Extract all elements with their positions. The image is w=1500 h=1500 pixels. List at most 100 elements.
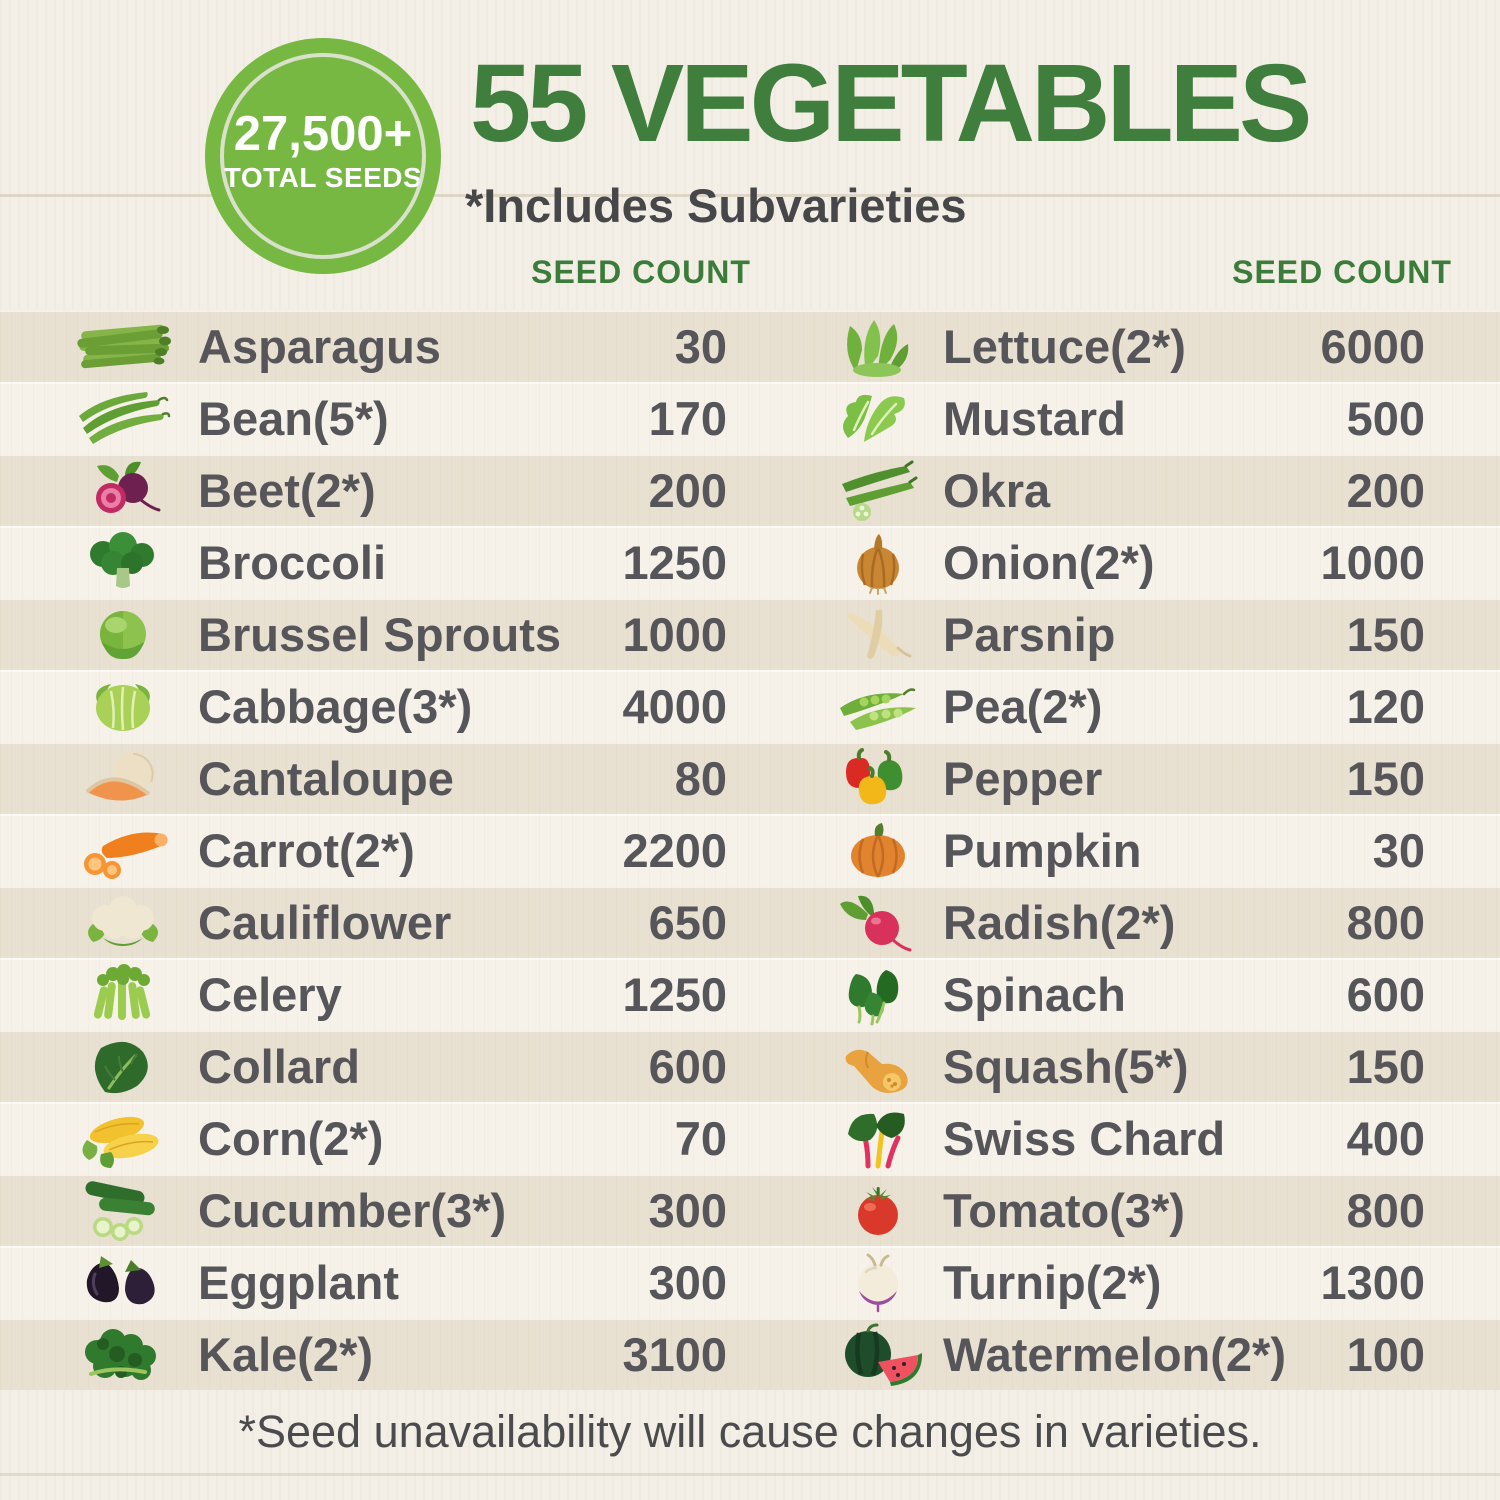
vegetable-count: 170	[648, 391, 727, 445]
vegetable-name: Pea(2*)	[943, 679, 1103, 733]
carrot-icon	[55, 814, 190, 886]
row-stripes-background	[0, 310, 1500, 1390]
vegetable-name: Squash(5*)	[943, 1039, 1189, 1093]
vegetable-count: 200	[648, 463, 727, 517]
table-row: Asparagus 30	[0, 310, 750, 382]
table-row: Broccoli 1250	[0, 526, 750, 598]
table-row: Watermelon(2*) 100	[750, 1318, 1500, 1390]
table-row: Lettuce(2*) 6000	[750, 310, 1500, 382]
vegetable-count: 600	[648, 1039, 727, 1093]
table-row: Bean(5*) 170	[0, 382, 750, 454]
vegetable-count: 300	[648, 1255, 727, 1309]
table-row: Mustard 500	[750, 382, 1500, 454]
vegetable-column-right: Lettuce(2*) 6000 Mustard 500 Okra 200 Onion(2*…	[750, 310, 1500, 1390]
table-row: Spinach 600	[750, 958, 1500, 1030]
table-row: Pumpkin 30	[750, 814, 1500, 886]
mustard-icon	[820, 382, 935, 454]
badge-total-seeds-caption: TOTAL SEEDS	[223, 162, 423, 194]
vegetable-count: 1000	[622, 607, 727, 661]
total-seeds-badge: 27,500+ TOTAL SEEDS	[205, 38, 441, 274]
kale-icon	[55, 1318, 190, 1390]
vegetable-count: 400	[1346, 1111, 1425, 1165]
broccoli-icon	[55, 526, 190, 598]
vegetable-name: Pepper	[943, 751, 1103, 805]
table-row: Cauliflower 650	[0, 886, 750, 958]
vegetable-name: Turnip(2*)	[943, 1255, 1162, 1309]
table-row: Pea(2*) 120	[750, 670, 1500, 742]
brussel-sprouts-icon	[55, 598, 190, 670]
vegetable-count: 600	[1346, 967, 1425, 1021]
table-row: Parsnip 150	[750, 598, 1500, 670]
parsnip-icon	[820, 598, 935, 670]
vegetable-name: Watermelon(2*)	[943, 1327, 1286, 1381]
vegetable-name: Corn(2*)	[198, 1111, 384, 1165]
vegetable-name: Mustard	[943, 391, 1126, 445]
page-title: 55 VEGETABLES	[470, 42, 1312, 165]
table-row: Tomato(3*) 800	[750, 1174, 1500, 1246]
vegetable-count: 30	[674, 319, 727, 373]
vegetable-name: Spinach	[943, 967, 1126, 1021]
vegetable-count: 70	[674, 1111, 727, 1165]
table-row: Pepper 150	[750, 742, 1500, 814]
table-row: Swiss Chard 400	[750, 1102, 1500, 1174]
table-row: Brussel Sprouts 1000	[0, 598, 750, 670]
vegetable-name: Lettuce(2*)	[943, 319, 1186, 373]
table-row: Beet(2*) 200	[0, 454, 750, 526]
table-row: Okra 200	[750, 454, 1500, 526]
vegetable-name: Swiss Chard	[943, 1111, 1226, 1165]
watermelon-icon	[820, 1318, 935, 1390]
vegetable-count: 4000	[622, 679, 727, 733]
cauliflower-icon	[55, 886, 190, 958]
collard-icon	[55, 1030, 190, 1102]
squash-icon	[820, 1030, 935, 1102]
vegetable-count: 650	[648, 895, 727, 949]
vegetable-count: 3100	[622, 1327, 727, 1381]
okra-icon	[820, 454, 935, 526]
vegetable-name: Onion(2*)	[943, 535, 1155, 589]
table-row: Cantaloupe 80	[0, 742, 750, 814]
vegetable-name: Okra	[943, 463, 1051, 517]
table-row: Collard 600	[0, 1030, 750, 1102]
bean-icon	[55, 382, 190, 454]
pea-icon	[820, 670, 935, 742]
tomato-icon	[820, 1174, 935, 1246]
vegetable-count: 150	[1346, 607, 1425, 661]
vegetable-name: Kale(2*)	[198, 1327, 374, 1381]
table-row: Kale(2*) 3100	[0, 1318, 750, 1390]
vegetable-count: 80	[674, 751, 727, 805]
vegetable-count: 1000	[1320, 535, 1425, 589]
vegetable-count: 1250	[622, 967, 727, 1021]
lettuce-icon	[820, 310, 935, 382]
table-row: Squash(5*) 150	[750, 1030, 1500, 1102]
vegetable-name: Radish(2*)	[943, 895, 1176, 949]
vegetable-name: Cantaloupe	[198, 751, 454, 805]
vegetable-name: Beet(2*)	[198, 463, 376, 517]
vegetable-name: Brussel Sprouts	[198, 607, 562, 661]
vegetable-name: Pumpkin	[943, 823, 1142, 877]
vegetable-count: 6000	[1320, 319, 1425, 373]
table-row: Eggplant 300	[0, 1246, 750, 1318]
vegetable-name: Asparagus	[198, 319, 441, 373]
vegetable-count: 150	[1346, 1039, 1425, 1093]
vegetable-name: Tomato(3*)	[943, 1183, 1185, 1237]
table-row: Cucumber(3*) 300	[0, 1174, 750, 1246]
vegetable-count: 200	[1346, 463, 1425, 517]
vegetable-name: Eggplant	[198, 1255, 400, 1309]
pumpkin-icon	[820, 814, 935, 886]
vegetable-count: 800	[1346, 1183, 1425, 1237]
vegetable-column-left: Asparagus 30 Bean(5*) 170 Beet(2*) 200 Broccol…	[0, 310, 750, 1390]
table-row: Onion(2*) 1000	[750, 526, 1500, 598]
beet-icon	[55, 454, 190, 526]
vegetable-count: 120	[1346, 679, 1425, 733]
vegetable-name: Broccoli	[198, 535, 387, 589]
vegetable-count: 150	[1346, 751, 1425, 805]
radish-icon	[820, 886, 935, 958]
eggplant-icon	[55, 1246, 190, 1318]
footer-note: *Seed unavailability will cause changes …	[238, 1406, 1262, 1457]
vegetable-count: 300	[648, 1183, 727, 1237]
vegetable-name: Cauliflower	[198, 895, 452, 949]
table-row: Celery 1250	[0, 958, 750, 1030]
seed-count-header-right: SEED COUNT	[1232, 254, 1452, 290]
cabbage-icon	[55, 670, 190, 742]
vegetable-name: Celery	[198, 967, 342, 1021]
